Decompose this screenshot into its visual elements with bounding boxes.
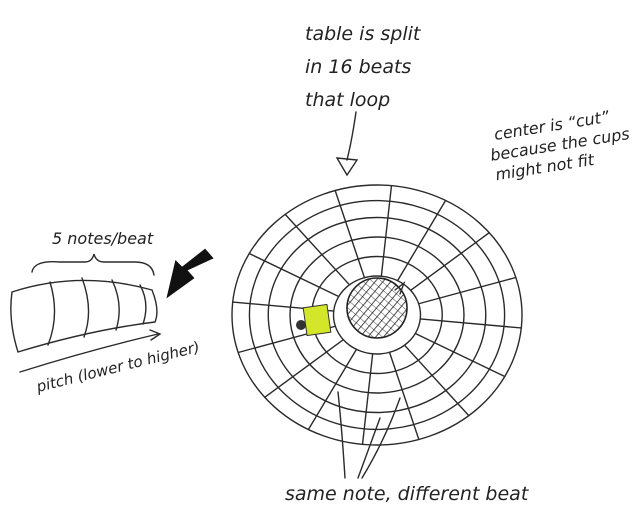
spoke	[285, 214, 349, 284]
spoke	[363, 354, 373, 445]
pointer-lines	[338, 392, 400, 478]
pitch-label: pitch (lower to higher)	[34, 338, 202, 396]
text-line: table is split	[305, 23, 422, 45]
center-note: center is “cut” because the cups might n…	[486, 103, 639, 184]
spoke	[405, 345, 469, 415]
top-note: table is split in 16 beats that loop	[305, 23, 426, 111]
fan-divider	[48, 278, 146, 345]
bottom-note: same note, different beat	[285, 483, 530, 505]
sketch: table is split in 16 beats that loop cen…	[0, 0, 644, 509]
notes-label: 5 notes/beat	[52, 229, 154, 248]
fan	[11, 280, 157, 352]
spoke	[420, 319, 521, 328]
cup	[296, 320, 306, 330]
spoke	[381, 186, 391, 277]
big-arrow	[168, 250, 212, 296]
spoke	[265, 340, 344, 398]
arrow	[347, 112, 356, 160]
spoke	[411, 233, 490, 291]
brace	[32, 254, 154, 275]
text-line: in 16 beats	[305, 56, 411, 78]
cup-marker	[303, 304, 331, 335]
text-line: that loop	[305, 89, 390, 111]
